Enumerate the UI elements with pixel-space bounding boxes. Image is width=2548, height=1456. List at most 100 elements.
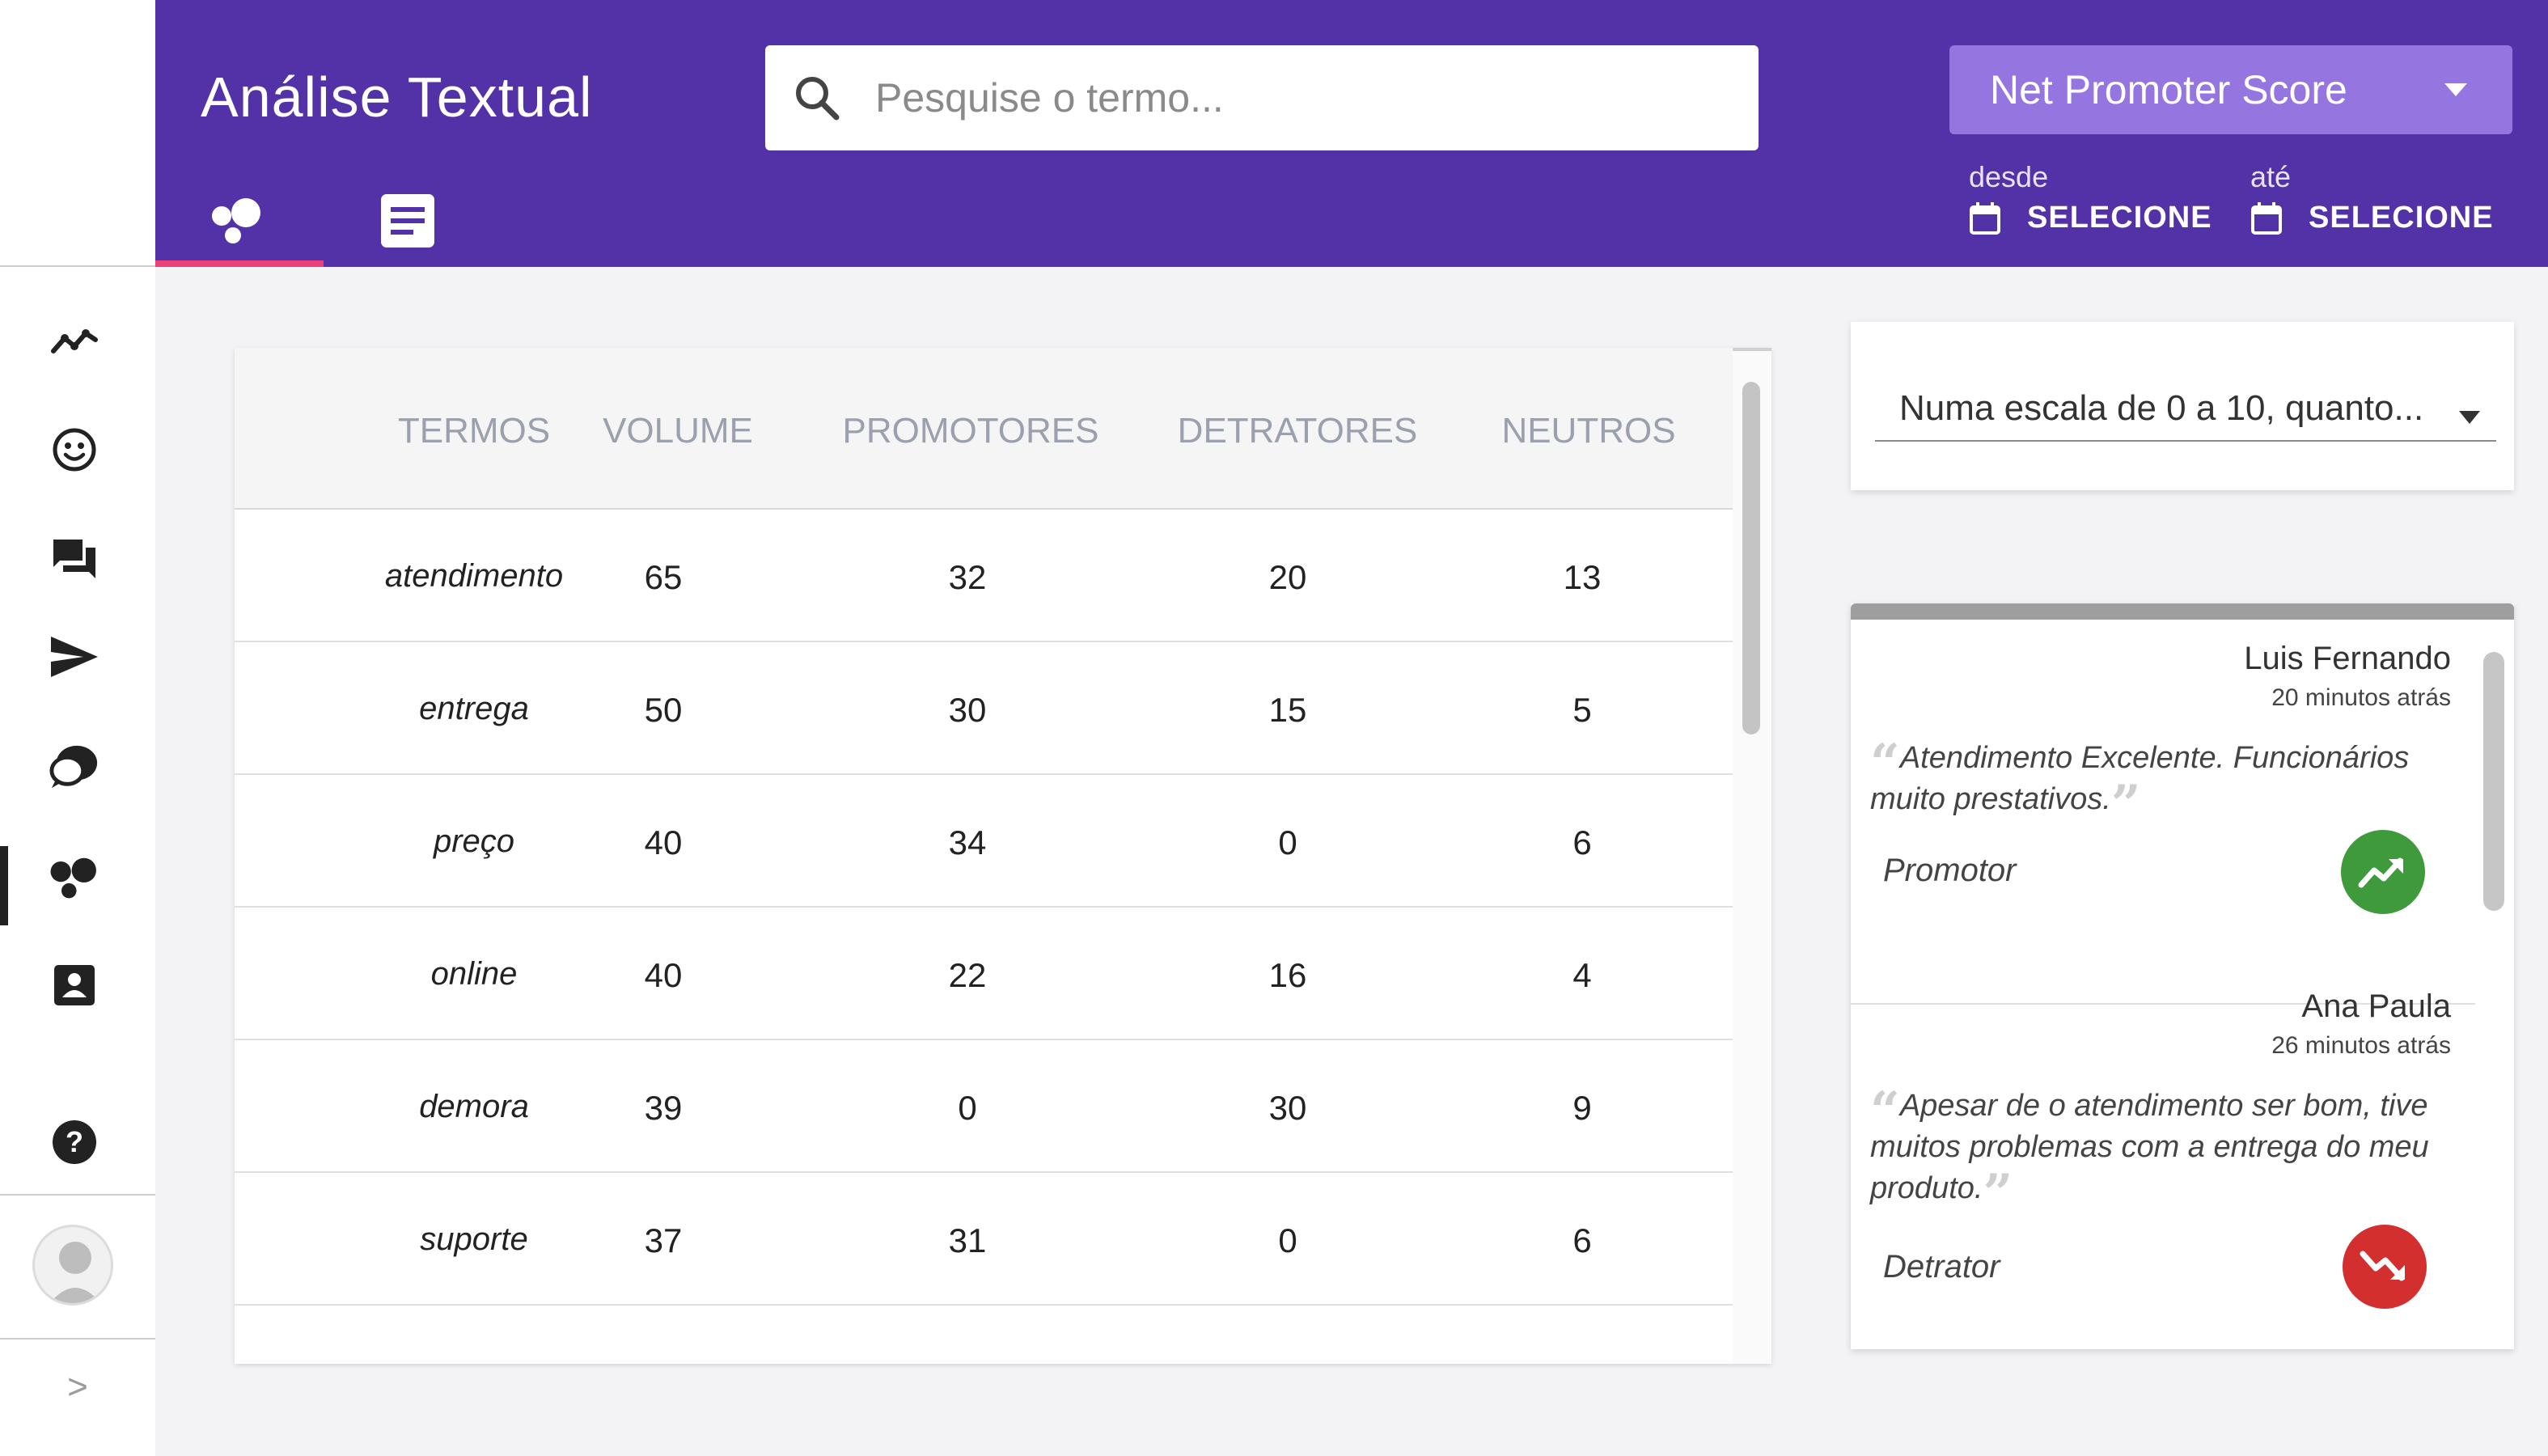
- comment-time: 20 minutos atrás: [2271, 684, 2451, 711]
- trending-down-icon: [2343, 1225, 2427, 1309]
- cell-promoters: 31: [948, 1221, 987, 1259]
- table-scrollbar[interactable]: [1733, 348, 1771, 1364]
- cell-volume: 65: [644, 558, 683, 596]
- avatar[interactable]: [32, 1225, 113, 1306]
- bubbles-icon: [212, 198, 260, 243]
- column-header-promoters[interactable]: PROMOTORES: [842, 411, 1099, 451]
- cell-term: suporte: [420, 1221, 528, 1257]
- column-header-detractors[interactable]: DETRATORES: [1177, 411, 1418, 451]
- table-row[interactable]: entrega 50 30 15 5: [235, 644, 1733, 775]
- cell-detractors: 16: [1268, 956, 1307, 994]
- cell-term: demora: [419, 1089, 529, 1124]
- chevron-down-icon: [2459, 411, 2480, 424]
- smiley-icon[interactable]: [49, 424, 100, 476]
- help-icon[interactable]: ?: [49, 1116, 100, 1168]
- cell-volume: 50: [644, 691, 683, 729]
- cell-detractors: 30: [1268, 1089, 1307, 1127]
- cell-term: entrega: [419, 691, 529, 726]
- search-icon: [796, 77, 840, 121]
- comments-panel: Luis Fernando 20 minutos atrás “Atendime…: [1851, 603, 2514, 1349]
- cell-neutral: 6: [1572, 823, 1592, 861]
- cell-term: preço: [433, 823, 515, 859]
- cell-detractors: 0: [1278, 1221, 1297, 1259]
- close-quote-icon: ”: [2110, 773, 2141, 835]
- column-header-volume[interactable]: VOLUME: [603, 411, 753, 451]
- document-icon: [381, 194, 434, 248]
- comment-time: 26 minutos atrás: [2271, 1032, 2451, 1059]
- cell-neutral: 13: [1563, 558, 1602, 596]
- cell-volume: 37: [644, 1221, 683, 1259]
- svg-text:?: ?: [66, 1125, 83, 1158]
- comment-item[interactable]: Ana Paula 26 minutos atrás “Apesar de o …: [1851, 988, 2475, 1349]
- comment-author: Luis Fernando: [2244, 641, 2451, 676]
- comment-text-body: Apesar de o atendimento ser bom, tive mu…: [1870, 1089, 2429, 1205]
- cell-neutral: 5: [1572, 691, 1592, 729]
- sidebar-divider: [0, 265, 155, 267]
- send-icon[interactable]: [49, 631, 100, 683]
- sidebar: ? >: [0, 0, 155, 1456]
- comments-scrollbar-top: [1851, 603, 2514, 620]
- tab-active-indicator: [155, 260, 324, 267]
- date-from-value: SELECIONE: [2027, 201, 2212, 235]
- date-from[interactable]: desde SELECIONE: [1969, 160, 2212, 235]
- contact-card-icon[interactable]: [49, 959, 100, 1011]
- cell-promoters: 32: [948, 558, 987, 596]
- bubbles-icon[interactable]: [49, 853, 100, 904]
- comments-scrollbar-thumb[interactable]: [2483, 652, 2504, 911]
- calendar-icon: [1970, 201, 2000, 235]
- table-row[interactable]: online 40 22 16 4: [235, 909, 1733, 1040]
- comment-author: Ana Paula: [2301, 988, 2451, 1024]
- expand-sidebar-button[interactable]: >: [67, 1367, 88, 1407]
- table-row[interactable]: preço 40 34 0 6: [235, 777, 1733, 908]
- table-header: TERMOS VOLUME PROMOTORES DETRATORES NEUT…: [235, 348, 1733, 510]
- trend-line-icon[interactable]: [49, 315, 100, 367]
- column-header-neutral[interactable]: NEUTROS: [1501, 411, 1676, 451]
- cell-volume: 40: [644, 956, 683, 994]
- metric-select-label: Net Promoter Score: [1990, 67, 2347, 112]
- terms-table: TERMOS VOLUME PROMOTORES DETRATORES NEUT…: [235, 348, 1771, 1364]
- search-input[interactable]: [875, 74, 1733, 121]
- cell-promoters: 22: [948, 956, 987, 994]
- chat-icon[interactable]: [49, 532, 100, 584]
- table-scrollbar-thumb[interactable]: [1742, 382, 1760, 734]
- calendar-icon: [2251, 201, 2282, 235]
- trending-up-icon: [2341, 830, 2425, 914]
- cell-promoters: 0: [958, 1089, 977, 1127]
- date-to-value: SELECIONE: [2309, 201, 2494, 235]
- date-to-caption: até: [2250, 160, 2292, 193]
- tab-bubbles[interactable]: [155, 175, 324, 267]
- speech-bubbles-icon[interactable]: [49, 741, 100, 793]
- close-quote-icon: ”: [1983, 1162, 2013, 1224]
- cell-promoters: 34: [948, 823, 987, 861]
- question-card: Numa escala de 0 a 10, quanto...: [1851, 322, 2514, 490]
- question-select[interactable]: Numa escala de 0 a 10, quanto...: [1875, 387, 2496, 442]
- cell-neutral: 9: [1572, 1089, 1592, 1127]
- date-to[interactable]: até SELECIONE: [2250, 160, 2494, 235]
- table-row[interactable]: suporte 37 31 0 6: [235, 1175, 1733, 1306]
- cell-neutral: 4: [1572, 956, 1592, 994]
- date-from-caption: desde: [1969, 160, 2049, 193]
- comment-text: “Apesar de o atendimento ser bom, tive m…: [1870, 1086, 2469, 1220]
- comment-divider: [1851, 1003, 2475, 1005]
- search-box[interactable]: [765, 45, 1759, 150]
- sidebar-divider: [0, 1338, 155, 1340]
- cell-term: atendimento: [384, 558, 564, 594]
- header: Análise Textual Net Promoter Score desde…: [155, 0, 2548, 267]
- cell-detractors: 20: [1268, 558, 1307, 596]
- chevron-down-icon: [2444, 83, 2467, 96]
- cell-promoters: 30: [948, 691, 987, 729]
- comment-text-body: Atendimento Excelente. Funcionários muit…: [1870, 741, 2410, 816]
- comment-item[interactable]: Luis Fernando 20 minutos atrás “Atendime…: [1851, 641, 2475, 1005]
- cell-detractors: 0: [1278, 823, 1297, 861]
- table-row[interactable]: demora 39 0 30 9: [235, 1042, 1733, 1173]
- cell-volume: 39: [644, 1089, 683, 1127]
- comment-type: Detrator: [1883, 1249, 2000, 1285]
- cell-term: online: [430, 956, 518, 992]
- comment-type: Promotor: [1883, 853, 2017, 888]
- tab-document[interactable]: [324, 175, 492, 267]
- column-header-terms[interactable]: TERMOS: [397, 411, 551, 451]
- cell-detractors: 15: [1268, 691, 1307, 729]
- metric-select[interactable]: Net Promoter Score: [1949, 45, 2512, 134]
- table-row[interactable]: atendimento 65 32 20 13: [235, 511, 1733, 642]
- sidebar-active-indicator: [0, 846, 8, 925]
